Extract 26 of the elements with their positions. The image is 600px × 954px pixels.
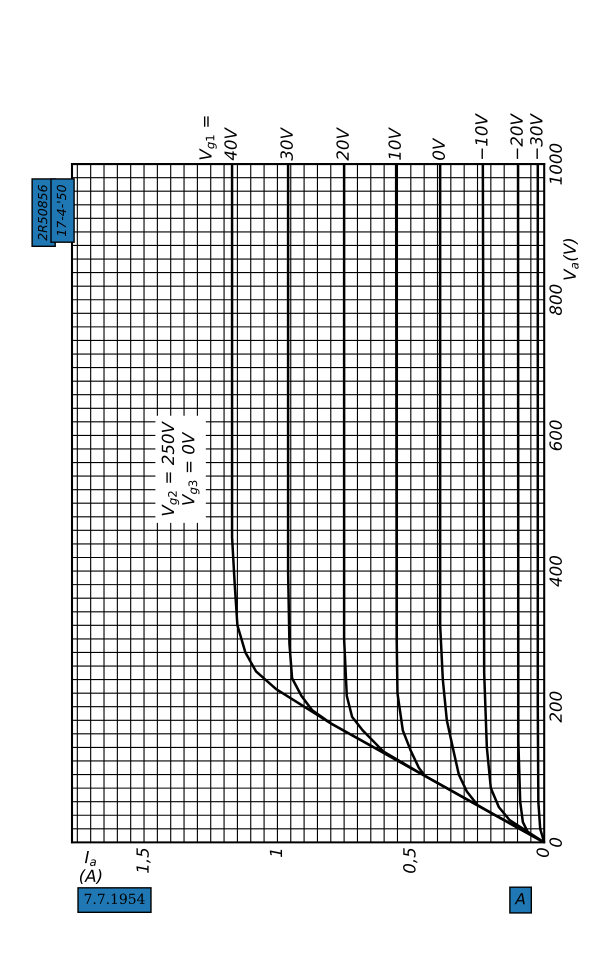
annotation: V$_{g2}$ = 250V V$_{g3}$ = 0V — [162, 421, 200, 516]
y-tick-label: 1000 — [549, 144, 562, 184]
x-axis-title: I$_{a}$ (A) — [80, 851, 102, 884]
text: A — [514, 893, 525, 904]
text: 40V — [224, 127, 237, 160]
x-tick-label: 0,5 — [403, 848, 418, 873]
text: 30V — [280, 127, 293, 161]
y-tick-label: 600 — [549, 420, 562, 450]
y-tick-label: 400 — [549, 556, 562, 587]
text: −20V — [510, 113, 523, 159]
text: −10V — [475, 113, 488, 159]
legend-title: V$_{g1}$ = — [199, 116, 217, 160]
text: 20V — [336, 127, 349, 161]
text: 17-4-'50 — [56, 185, 66, 236]
x-tick-label: 0 — [536, 848, 550, 858]
x-tick-label: 1 — [270, 850, 282, 858]
y-tick-label: 0 — [549, 838, 562, 847]
text: 2R50856 — [38, 184, 48, 241]
y-tick-label: 800 — [549, 284, 562, 316]
y-tick-label: 200 — [549, 692, 562, 723]
y-axis-title: V$_{a}$(V) — [563, 239, 579, 280]
text: 0V — [432, 138, 445, 160]
x-tick-label: 1,5 — [136, 848, 151, 873]
text: 7.7.1954 — [84, 894, 145, 904]
text: 10V — [388, 127, 401, 160]
text: −30V — [530, 113, 543, 159]
